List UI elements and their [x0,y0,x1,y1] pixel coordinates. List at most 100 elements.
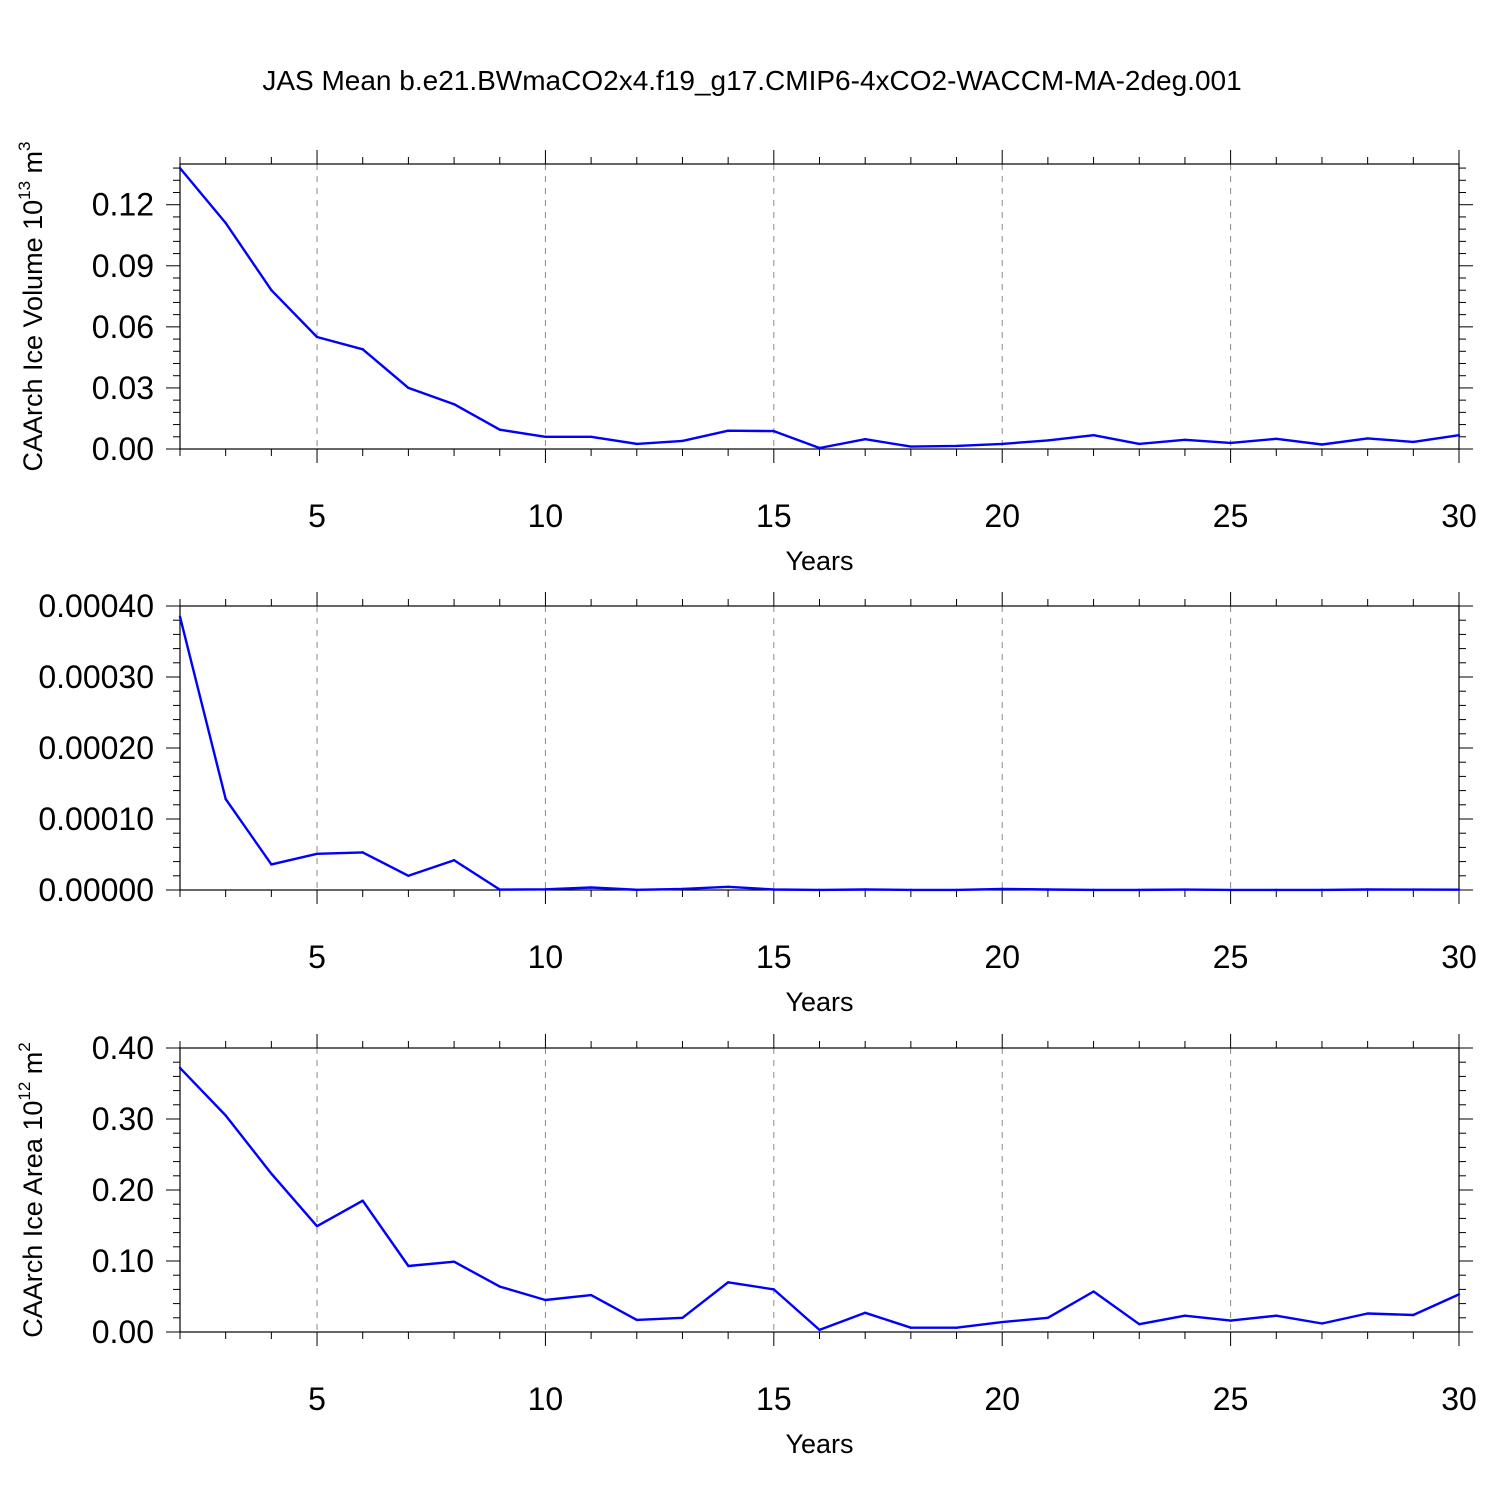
y-axis-title-superscript: 12 [15,1082,34,1101]
data-point [589,435,593,438]
x-axis-title: Years [785,987,853,1017]
x-tick-label: 20 [984,498,1020,534]
data-point [1366,1312,1369,1315]
data-point [452,403,456,406]
y-axis-title-part: CAArch Ice Area 10 [18,1101,48,1338]
y-tick-label: 0.00040 [38,588,154,624]
data-point [681,1316,684,1320]
data-point [1457,433,1461,437]
data-point [1320,1322,1324,1325]
data-point [315,852,319,855]
x-tick-label: 25 [1213,498,1249,534]
plot-frame [179,1047,1460,1333]
data-point [589,886,593,889]
data-point [726,429,730,432]
x-tick-label: 10 [528,498,564,534]
data-point [772,1288,776,1291]
y-axis-title-superscript: 13 [15,181,34,200]
data-point [452,858,456,862]
data-point [361,1199,364,1202]
data-point [270,289,273,292]
y-axis-title: CAArch Ice Area 1012 m2 [15,1042,48,1338]
x-tick-label: 20 [984,1381,1020,1417]
data-point [818,1328,821,1332]
y-tick-label: 0.00 [92,1314,154,1350]
data-point [1001,442,1004,446]
data-point [498,428,501,431]
data-point [1320,443,1324,446]
data-point [772,888,776,891]
y-tick-label: 0.00020 [38,730,154,766]
data-point [772,429,776,433]
data-point [1457,1293,1461,1296]
data-point [1183,438,1187,442]
x-tick-label: 15 [756,498,792,534]
x-tick-label: 10 [528,939,564,975]
series-line [178,616,1460,892]
data-point [224,797,227,801]
data-point [1092,433,1095,437]
data-point [1183,1314,1187,1317]
y-tick-label: 0.06 [92,309,154,345]
data-point [1275,1314,1278,1317]
data-point [1229,441,1232,445]
chart-panel-1: 0.00 0.03 0.06 0.09 0.12 5 10 15 20 25 30 Years CAAr… [15,141,1477,576]
data-point [909,1326,913,1329]
data-point [361,851,364,854]
data-point [909,445,913,448]
data-point [1046,439,1050,442]
x-tick-label: 5 [308,498,326,534]
data-point [1092,1290,1095,1293]
data-point [224,1114,227,1117]
y-tick-label: 0.12 [92,187,154,223]
x-tick-label: 25 [1213,1381,1249,1417]
data-point [1092,888,1095,892]
data-point [544,1298,547,1302]
y-tick-label: 0.03 [92,370,154,406]
data-point [1001,887,1004,891]
y-axis-title-part: CAArch Ice Volume 10 [18,200,48,472]
data-point [1366,437,1369,440]
chart-panel-3: 0.00 0.10 0.20 0.30 0.40 5 10 15 20 25 30 Years CAAr… [15,1030,1477,1459]
x-axis-title: Years [785,546,853,576]
data-point [955,888,958,892]
data-point [1229,888,1232,892]
data-point [863,1311,867,1315]
data-point [544,435,547,438]
y-tick-label: 0.09 [92,248,154,284]
data-point [270,1172,273,1175]
data-point [1366,888,1369,891]
series-line [179,1067,1460,1332]
y-tick-label: 0.00010 [38,801,154,837]
x-axis-title: Years [785,1429,853,1459]
data-point [1183,888,1187,891]
data-point [909,888,913,892]
y-tick-label: 0.00 [92,431,154,467]
data-point [1275,888,1278,892]
plot-frame [179,163,1460,450]
data-point [407,874,410,877]
y-tick-label: 0.20 [92,1172,154,1208]
x-tick-label: 5 [308,1381,326,1417]
data-point [1046,1316,1050,1320]
data-point [863,888,867,891]
data-point [1412,1313,1415,1317]
y-tick-label: 0.10 [92,1243,154,1279]
x-tick-label: 15 [756,1381,792,1417]
data-point [818,888,821,892]
data-point [407,1264,410,1268]
x-tick-label: 30 [1441,498,1477,534]
data-point [361,348,364,351]
data-point [1320,888,1324,892]
data-point [498,1285,501,1288]
y-axis-title: CAArch Ice Volume 1013 m3 [15,141,48,471]
y-axis-title-part: m [18,1052,48,1082]
data-point [635,1318,638,1322]
y-axis-title-superscript: 3 [15,141,34,150]
data-point [863,438,867,441]
data-point [955,444,958,448]
data-point [407,386,410,390]
data-point [681,887,684,891]
series-line [179,167,1460,450]
chart-panel-2: 0.00000 0.00010 0.00020 0.00030 0.00040 5 10 15… [38,588,1476,1017]
